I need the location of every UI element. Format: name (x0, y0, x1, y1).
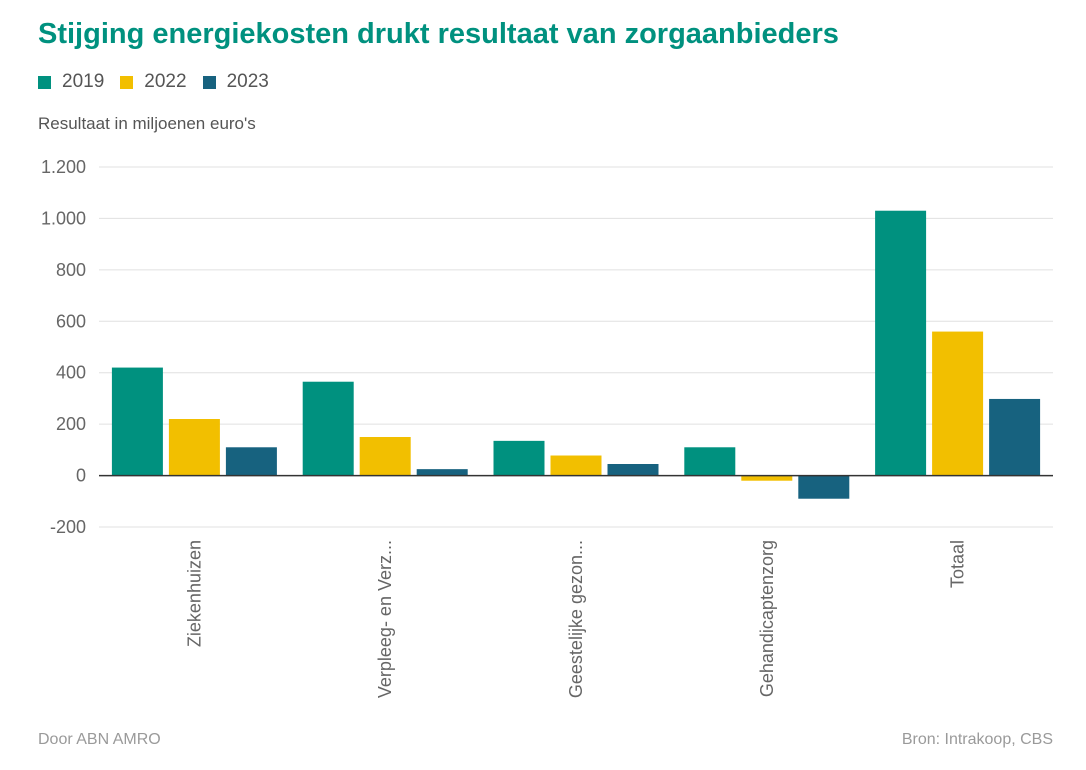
x-tick-label: Verpleeg- en Verz... (375, 540, 395, 698)
legend-item-2019: 2019 (38, 71, 104, 93)
legend-swatch-2023 (202, 75, 216, 89)
x-tick-label: Ziekenhuizen (184, 540, 204, 647)
credit-text: Door ABN AMRO (38, 731, 161, 748)
y-tick-label: 0 (76, 466, 86, 486)
bar (989, 398, 1041, 476)
bar (359, 437, 411, 476)
y-tick-label: 1.200 (41, 157, 86, 177)
bar (932, 331, 984, 476)
x-tick-label: Totaal (948, 540, 968, 588)
y-tick-label: -200 (50, 517, 86, 537)
bar (168, 419, 220, 476)
bar (302, 381, 354, 476)
x-tick-label: Gehandicaptenzorg (757, 540, 777, 697)
y-tick-label: 1.000 (41, 208, 86, 228)
legend-swatch-2019 (38, 75, 51, 89)
bar (875, 210, 927, 476)
bar (607, 464, 659, 476)
chart-title: Stijging energiekosten drukt resultaat v… (38, 18, 839, 50)
source-text: Bron: Intrakoop, CBS (901, 731, 1053, 748)
bar (684, 447, 736, 476)
bar (225, 447, 277, 476)
y-tick-label: 600 (56, 311, 86, 331)
bar (111, 367, 163, 476)
bar (416, 469, 468, 476)
y-tick-label: 400 (56, 363, 86, 383)
legend-label-2023: 2023 (226, 71, 269, 92)
bar (798, 475, 850, 499)
legend-label-2019: 2019 (62, 71, 105, 92)
bar (741, 475, 793, 481)
legend-item-2023: 2023 (202, 71, 269, 93)
legend: 2019 2022 2023 (38, 71, 285, 93)
bar (550, 455, 602, 476)
legend-item-2022: 2022 (120, 71, 187, 93)
bar (493, 440, 545, 476)
y-axis-label: Resultaat in miljoenen euro's (38, 114, 256, 133)
legend-label-2022: 2022 (144, 71, 187, 92)
y-tick-label: 200 (56, 414, 86, 434)
x-tick-label: Geestelijke gezon... (566, 540, 586, 698)
legend-swatch-2022 (120, 75, 134, 89)
y-tick-label: 800 (56, 260, 86, 280)
